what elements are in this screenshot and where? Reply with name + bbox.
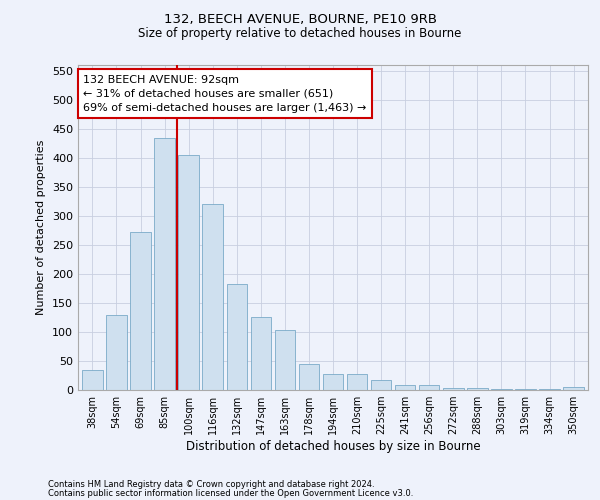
Bar — [130, 232, 151, 390]
Bar — [178, 155, 199, 390]
Bar — [275, 330, 295, 390]
Bar — [563, 386, 584, 390]
Bar — [323, 374, 343, 390]
Bar — [515, 389, 536, 390]
Bar — [202, 204, 223, 390]
Bar — [371, 380, 391, 390]
Bar — [491, 389, 512, 390]
Text: 132, BEECH AVENUE, BOURNE, PE10 9RB: 132, BEECH AVENUE, BOURNE, PE10 9RB — [163, 12, 437, 26]
Bar — [299, 364, 319, 390]
Bar — [419, 385, 439, 390]
Text: 132 BEECH AVENUE: 92sqm
← 31% of detached houses are smaller (651)
69% of semi-d: 132 BEECH AVENUE: 92sqm ← 31% of detache… — [83, 74, 367, 113]
Bar — [106, 314, 127, 390]
Bar — [154, 138, 175, 390]
Text: Contains HM Land Registry data © Crown copyright and database right 2024.: Contains HM Land Registry data © Crown c… — [48, 480, 374, 489]
Text: Size of property relative to detached houses in Bourne: Size of property relative to detached ho… — [139, 28, 461, 40]
Bar — [467, 388, 488, 390]
Bar — [539, 389, 560, 390]
Bar — [82, 370, 103, 390]
Bar — [227, 284, 247, 390]
Bar — [395, 386, 415, 390]
Text: Contains public sector information licensed under the Open Government Licence v3: Contains public sector information licen… — [48, 488, 413, 498]
X-axis label: Distribution of detached houses by size in Bourne: Distribution of detached houses by size … — [185, 440, 481, 453]
Bar — [347, 374, 367, 390]
Y-axis label: Number of detached properties: Number of detached properties — [37, 140, 46, 315]
Bar — [251, 318, 271, 390]
Bar — [443, 388, 464, 390]
